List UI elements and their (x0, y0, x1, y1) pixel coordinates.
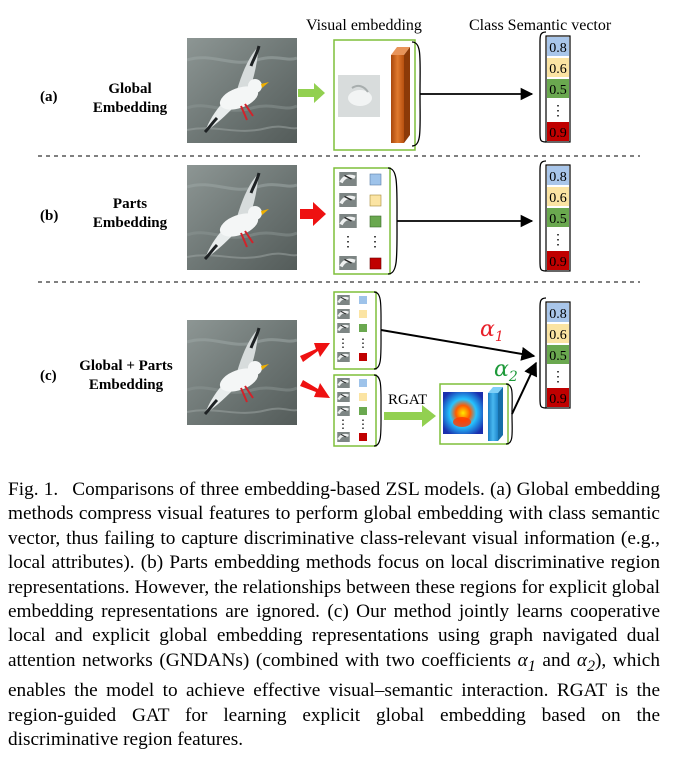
sem-c-val-2: 0.6 (549, 328, 567, 343)
sem-a-val-4: 0.9 (549, 126, 567, 141)
alpha2-label: α2 (494, 357, 518, 385)
sem-b-val-2: 0.6 (549, 191, 567, 206)
class-semantic-header: Class Semantic vector (469, 17, 612, 34)
row-a-bird-image (187, 38, 297, 143)
row-c-title-line2: Embedding (89, 377, 164, 393)
row-c-tag: (c) (40, 368, 57, 384)
row-a-title-line1: Global (108, 81, 151, 97)
semantic-vector-a: 0.8 0.6 0.5 ⋮ 0.9 (539, 31, 571, 143)
row-a-visual-box (333, 39, 416, 151)
row-c-parts-box-lower (333, 374, 377, 447)
row-a: (a) Global Embedding (40, 38, 534, 151)
row-b-title-line1: Parts (113, 196, 147, 212)
caption-alpha1: α1 (517, 649, 536, 675)
sem-c-val-1: 0.8 (549, 307, 567, 322)
row-a-orange-bar (391, 55, 404, 143)
caption-alpha2: α2 (576, 649, 596, 675)
caption-text-end: ), which enables the model to achieve ef… (8, 649, 660, 750)
row-c-parts-box-upper (333, 291, 377, 370)
row-b-title-line2: Embedding (93, 215, 168, 231)
semantic-vector-b: 0.8 0.6 0.5 ⋮ 0.9 (539, 160, 571, 272)
row-c-upper-ellipsis: ⋮ (337, 336, 349, 350)
sem-a-val-1: 0.8 (549, 41, 567, 56)
row-c: (c) Global + Parts Embedding ⋮ ⋮ ⋮ ⋮ RG (40, 291, 537, 447)
sem-c-ellipsis: ⋮ (551, 370, 565, 385)
row-c-upper-cube-ellipsis: ⋮ (357, 336, 369, 350)
row-c-red-arrow-down (300, 380, 330, 398)
row-a-bracket (411, 41, 421, 147)
alpha1-label: α1 (480, 317, 504, 345)
sem-b-ellipsis: ⋮ (551, 233, 565, 248)
row-c-bird-image (187, 320, 297, 425)
visual-embedding-header: Visual embedding (306, 17, 422, 34)
row-c-lower-ellipsis: ⋮ (337, 417, 349, 431)
caption-label: Fig. 1. (8, 479, 59, 500)
row-b: (b) Parts Embedding ⋮ ⋮ (40, 165, 534, 275)
caption-text-main: Comparisons of three embedding-based ZSL… (8, 479, 660, 671)
row-b-patch-ellipsis: ⋮ (341, 235, 355, 250)
figure-caption: Fig. 1. Comparisons of three embedding-ba… (8, 478, 660, 752)
row-c-upper-bracket (373, 291, 382, 370)
row-c-arrow-lower (511, 361, 537, 415)
sem-b-val-4: 0.9 (549, 255, 567, 270)
row-c-arrow-upper (380, 329, 536, 361)
rgat-bracket (505, 383, 513, 445)
sem-a-val-3: 0.5 (549, 83, 567, 98)
caption-and: and (542, 649, 571, 671)
sem-a-val-2: 0.6 (549, 62, 567, 77)
row-b-bird-image (187, 165, 297, 270)
row-b-cube-ellipsis: ⋮ (368, 235, 382, 250)
rgat-blue-bar (488, 393, 498, 441)
sem-a-ellipsis: ⋮ (551, 104, 565, 119)
row-b-tag: (b) (40, 208, 58, 224)
rgat-heatmap (443, 392, 483, 434)
sem-b-val-1: 0.8 (549, 170, 567, 185)
rgat-label: RGAT (388, 392, 427, 408)
row-a-title-line2: Embedding (93, 100, 168, 116)
row-c-lower-cube-ellipsis: ⋮ (357, 417, 369, 431)
row-c-red-arrow-up (300, 343, 330, 362)
row-b-parts-box (333, 167, 391, 275)
row-c-lower-bracket (373, 374, 382, 447)
semantic-vector-c: 0.8 0.6 0.5 ⋮ 0.9 (539, 297, 571, 409)
figure-1-diagram: Visual embedding Class Semantic vector (… (38, 17, 640, 447)
sem-c-val-3: 0.5 (549, 349, 567, 364)
row-c-title-line1: Global + Parts (79, 358, 173, 374)
row-b-red-arrow (300, 202, 326, 226)
rgat-box (439, 383, 509, 445)
row-a-tag: (a) (40, 89, 58, 105)
sem-b-val-3: 0.5 (549, 212, 567, 227)
sem-c-val-4: 0.9 (549, 392, 567, 407)
row-a-green-arrow (298, 83, 325, 103)
row-b-cubes (369, 173, 382, 270)
rgat-green-arrow (384, 405, 436, 427)
